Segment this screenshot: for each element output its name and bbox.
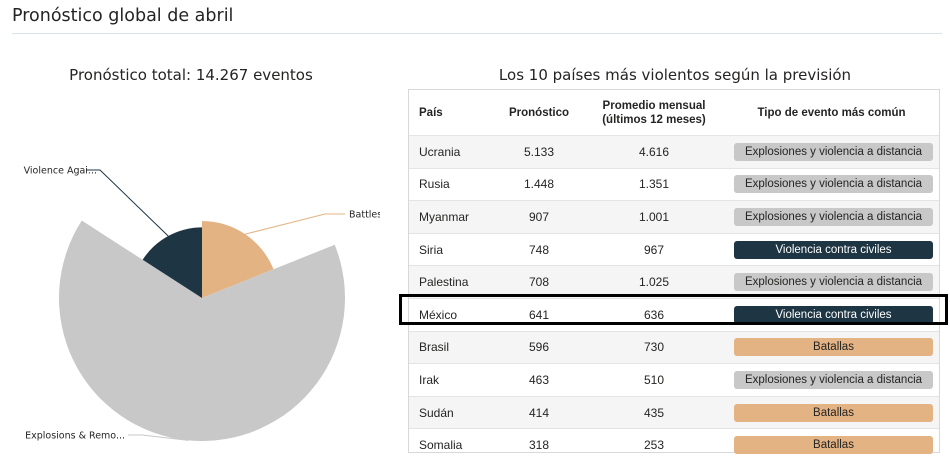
cell-forecast: 641 [494, 297, 584, 332]
cell-monthly-average: 253 [584, 428, 724, 461]
cell-event-type: Violencia contra civiles [724, 232, 939, 266]
table-header-row: País Pronóstico Promedio mensual (último… [409, 90, 939, 136]
pie-slice-label: Violence Agai... [24, 166, 97, 177]
cell-country: Rusia [409, 167, 494, 201]
event-type-badge: Explosiones y violencia a distancia [734, 175, 933, 194]
table-row[interactable]: Rusia 1.448 1.351 Explosiones y violencia a… [409, 167, 939, 201]
title-divider [12, 33, 942, 34]
cell-monthly-average: 510 [584, 363, 724, 397]
cell-event-type: Explosiones y violencia a distancia [724, 200, 939, 234]
table-row[interactable]: Sudán 414 435 Batallas [409, 395, 939, 429]
cell-event-type: Explosiones y violencia a distancia [724, 363, 939, 397]
pie-leader-line [128, 434, 189, 441]
event-type-badge: Explosiones y violencia a distancia [734, 207, 933, 226]
pie-chart-title: Pronóstico total: 14.267 eventos [69, 66, 313, 84]
countries-table-container: País Pronóstico Promedio mensual (último… [408, 89, 940, 461]
cell-event-type: Batallas [724, 395, 939, 429]
cell-monthly-average: 1.025 [584, 265, 724, 299]
cell-forecast: 708 [494, 265, 584, 299]
event-type-badge: Explosiones y violencia a distancia [734, 273, 933, 292]
event-type-badge: Violencia contra civiles [734, 305, 933, 324]
event-type-badge: Batallas [734, 403, 933, 422]
forecast-pie-chart: Battles Explosions & Remo... Violence Agai… [24, 166, 380, 442]
table-row[interactable]: Palestina 708 1.025 Explosiones y violencia… [409, 265, 939, 299]
cell-monthly-average: 967 [584, 232, 724, 266]
event-type-badge: Batallas [734, 338, 933, 357]
table-row[interactable]: Siria 748 967 Violencia contra civiles [409, 232, 939, 266]
column-header-forecast[interactable]: Pronóstico [508, 106, 570, 119]
cell-event-type: Batallas [724, 428, 939, 461]
column-header-average-line2: (últimos 12 meses) [602, 113, 706, 126]
cell-country: México [409, 297, 494, 332]
pie-slice[interactable] [202, 220, 274, 298]
cell-event-type: Violencia contra civiles [724, 297, 939, 332]
event-type-badge: Explosiones y violencia a distancia [734, 370, 933, 389]
cell-country: Brasil [409, 330, 494, 364]
cell-country: Somalia [409, 428, 494, 461]
column-header-average-line1: Promedio mensual [602, 99, 706, 112]
cell-forecast: 463 [494, 363, 584, 397]
page-title: Pronóstico global de abril [12, 6, 234, 26]
table-row[interactable]: Myanmar 907 1.001 Explosiones y violencia a… [409, 200, 939, 234]
event-type-badge: Explosiones y violencia a distancia [734, 142, 933, 161]
cell-event-type: Explosiones y violencia a distancia [724, 167, 939, 201]
cell-country: Sudán [409, 395, 494, 429]
cell-monthly-average: 1.351 [584, 167, 724, 201]
cell-forecast: 596 [494, 330, 584, 364]
cell-country: Siria [409, 232, 494, 266]
table-row[interactable]: Irak 463 510 Explosiones y violencia a dist… [409, 363, 939, 397]
cell-country: Myanmar [409, 200, 494, 234]
cell-event-type: Explosiones y violencia a distancia [724, 135, 939, 169]
countries-table: País Pronóstico Promedio mensual (último… [409, 90, 939, 461]
cell-event-type: Explosiones y violencia a distancia [724, 265, 939, 299]
table-body: Ucrania 5.133 4.616 Explosiones y violencia… [409, 135, 939, 461]
table-title: Los 10 países más violentos según la pre… [498, 66, 852, 84]
cell-forecast: 5.133 [494, 135, 584, 169]
cell-forecast: 748 [494, 232, 584, 266]
cell-event-type: Batallas [724, 330, 939, 364]
cell-forecast: 318 [494, 428, 584, 461]
cell-monthly-average: 435 [584, 395, 724, 429]
cell-monthly-average: 1.001 [584, 200, 724, 234]
event-type-badge: Violencia contra civiles [734, 240, 933, 259]
cell-forecast: 907 [494, 200, 584, 234]
pie-slice-label: Battles [349, 210, 380, 221]
cell-country: Irak [409, 363, 494, 397]
column-header-country[interactable]: País [419, 106, 443, 119]
table-row[interactable]: Somalia 318 253 Batallas [409, 428, 939, 461]
column-header-monthly-average[interactable]: Promedio mensual (últimos 12 meses) [584, 90, 724, 136]
pie-slice-label: Explosions & Remo... [25, 431, 125, 442]
cell-country: Ucrania [409, 135, 494, 169]
table-row[interactable]: Ucrania 5.133 4.616 Explosiones y violencia… [409, 135, 939, 169]
event-type-badge: Batallas [734, 436, 933, 455]
pie-leader-line [245, 213, 345, 235]
cell-monthly-average: 636 [584, 297, 724, 332]
cell-monthly-average: 4.616 [584, 135, 724, 169]
cell-forecast: 414 [494, 395, 584, 429]
cell-country: Palestina [409, 265, 494, 299]
pie-leader-line [86, 169, 169, 237]
column-header-event-type[interactable]: Tipo de evento más común [757, 106, 906, 119]
table-row[interactable]: México 641 636 Violencia contra civiles [409, 297, 939, 332]
pie-slice[interactable] [58, 220, 345, 441]
cell-forecast: 1.448 [494, 167, 584, 201]
table-row[interactable]: Brasil 596 730 Batallas [409, 330, 939, 364]
cell-monthly-average: 730 [584, 330, 724, 364]
pie-slice[interactable] [142, 227, 202, 298]
